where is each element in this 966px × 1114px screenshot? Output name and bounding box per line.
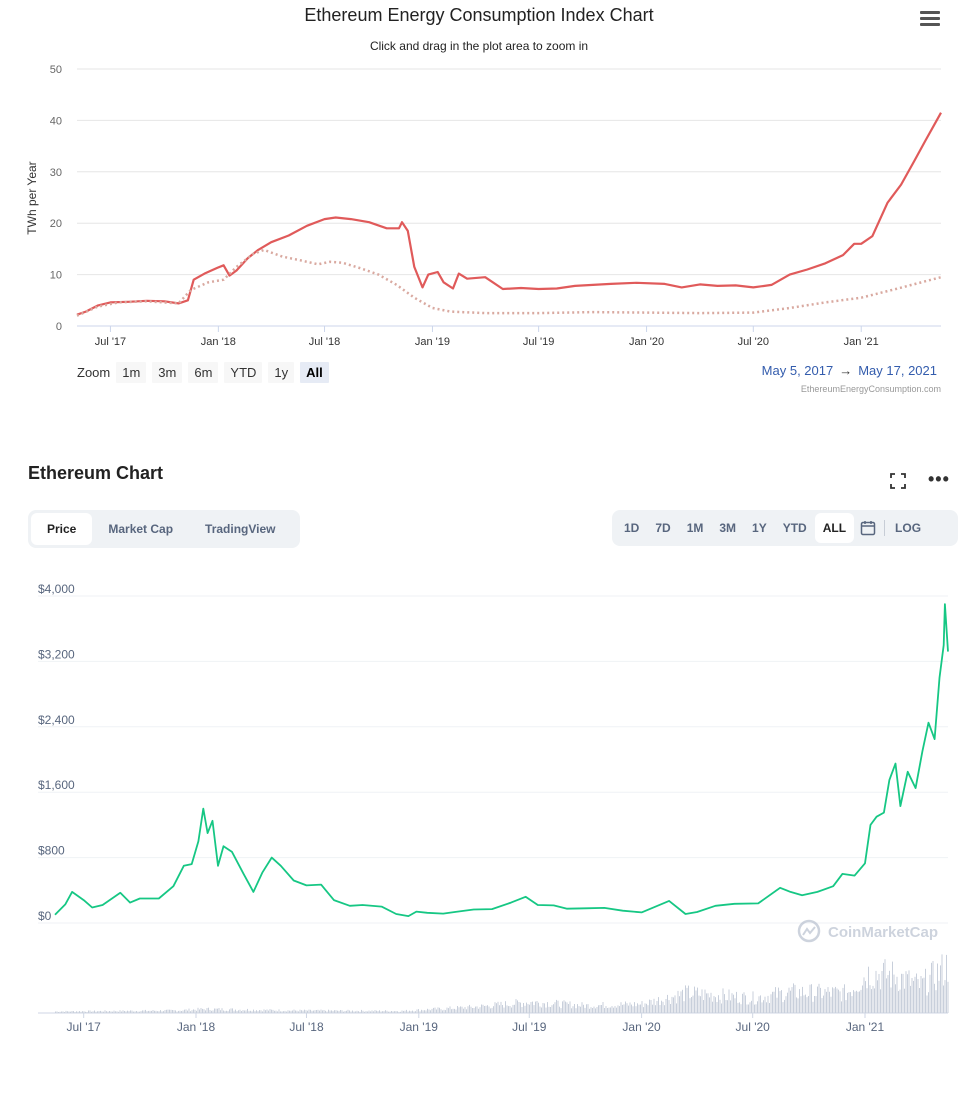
date-to-input[interactable]: May 17, 2021 [858,363,937,378]
eth-x-tick-label: Jul '19 [512,1020,547,1034]
zoom-bar: Zoom 1m 3m 6m YTD 1y All [77,361,329,383]
range-1m-button[interactable]: 1M [686,521,704,535]
eth-y-tick-label: $800 [38,844,65,858]
energy-series-line [76,112,942,316]
eth-x-tick-label: Jan '18 [177,1020,216,1034]
eth-x-tick-label: Jan '19 [400,1020,439,1034]
calendar-icon[interactable] [859,513,877,543]
tab-market-cap[interactable]: Market Cap [108,522,174,536]
chart-credits-link[interactable]: EthereumEnergyConsumption.com [800,384,941,394]
zoom-all-button[interactable]: All [300,361,329,383]
eth-x-tick-label: Jan '21 [846,1020,885,1034]
eth-price-line [54,603,949,917]
eth-x-tick-label: Jul '18 [289,1020,324,1034]
eth-x-tick-label: Jul '17 [67,1020,102,1034]
eth-chart-plot[interactable]: $0 $800 $1,600 $2,400 $3,200 $4,000 CoinMarke… [0,560,966,1040]
range-all-button[interactable]: ALL [814,513,855,543]
energy-y-tick-label: 10 [50,270,62,282]
zoom-3m-button[interactable]: 3m [152,361,183,383]
energy-x-tick-label: Jan '21 [844,336,879,348]
energy-min-series-line [76,248,942,317]
energy-chart-plot[interactable]: 0 10 20 30 40 50 Jul '17 Jan '18 Jul '18 Jan '19… [0,0,966,400]
eth-y-tick-label: $3,200 [38,647,75,661]
energy-y-tick-label: 40 [50,115,62,127]
coinmarketcap-logo-icon [797,919,821,943]
volume-bars [55,954,949,1013]
hamburger-menu-icon[interactable] [920,11,940,27]
date-range: May 5, 2017 → May 17, 2021 [700,363,937,378]
energy-x-tick-label: Jul '19 [523,336,554,348]
energy-chart-subtitle: Click and drag in the plot area to zoom … [369,39,589,53]
energy-y-tick-label: 30 [50,167,62,179]
fullscreen-icon[interactable] [889,472,907,490]
eth-chart-title: Ethereum Chart [28,463,164,483]
watermark-text: CoinMarketCap [828,924,938,941]
zoom-1m-button[interactable]: 1m [116,361,147,383]
energy-chart-title: Ethereum Energy Consumption Index Chart [304,5,654,25]
zoom-ytd-button[interactable]: YTD [224,361,263,383]
range-7d-button[interactable]: 7D [655,521,671,535]
tab-tradingview[interactable]: TradingView [205,522,276,536]
zoom-label: Zoom [77,364,111,380]
energy-y-axis-label: TWh per Year [25,161,39,234]
energy-x-tick-label: Jan '19 [415,336,450,348]
energy-x-tick-label: Jul '18 [309,336,340,348]
zoom-6m-button[interactable]: 6m [188,361,219,383]
range-1d-button[interactable]: 1D [624,521,640,535]
range-ytd-button[interactable]: YTD [782,521,807,535]
energy-x-tick-label: Jul '17 [95,336,126,348]
date-arrow: → [839,363,853,378]
date-from-input[interactable]: May 5, 2017 [761,363,834,378]
eth-y-tick-label: $4,000 [38,582,75,596]
log-scale-button[interactable]: LOG [895,521,922,535]
range-tabs: 1D 7D 1M 3M 1Y YTD ALL LOG [612,510,958,546]
eth-y-tick-label: $2,400 [38,713,75,727]
eth-y-tick-label: $1,600 [38,778,75,792]
energy-y-tick-label: 0 [56,321,62,333]
eth-x-tick-label: Jul '20 [736,1020,771,1034]
tab-price[interactable]: Price [31,513,93,545]
range-3m-button[interactable]: 3M [719,521,737,535]
range-1y-button[interactable]: 1Y [752,521,767,535]
energy-x-tick-label: Jan '18 [201,336,236,348]
zoom-1y-button[interactable]: 1y [268,361,295,383]
more-icon[interactable]: ••• [928,469,950,489]
eth-x-tick-label: Jan '20 [622,1020,661,1034]
coinmarketcap-watermark: CoinMarketCap [797,919,938,943]
energy-y-tick-label: 50 [50,64,62,76]
energy-x-tick-label: Jan '20 [629,336,664,348]
range-divider [884,520,886,536]
eth-y-tick-label: $0 [38,909,52,923]
energy-x-tick-label: Jul '20 [738,336,769,348]
view-tabs: Price Market Cap TradingView [28,510,300,548]
energy-y-tick-label: 20 [50,218,62,230]
